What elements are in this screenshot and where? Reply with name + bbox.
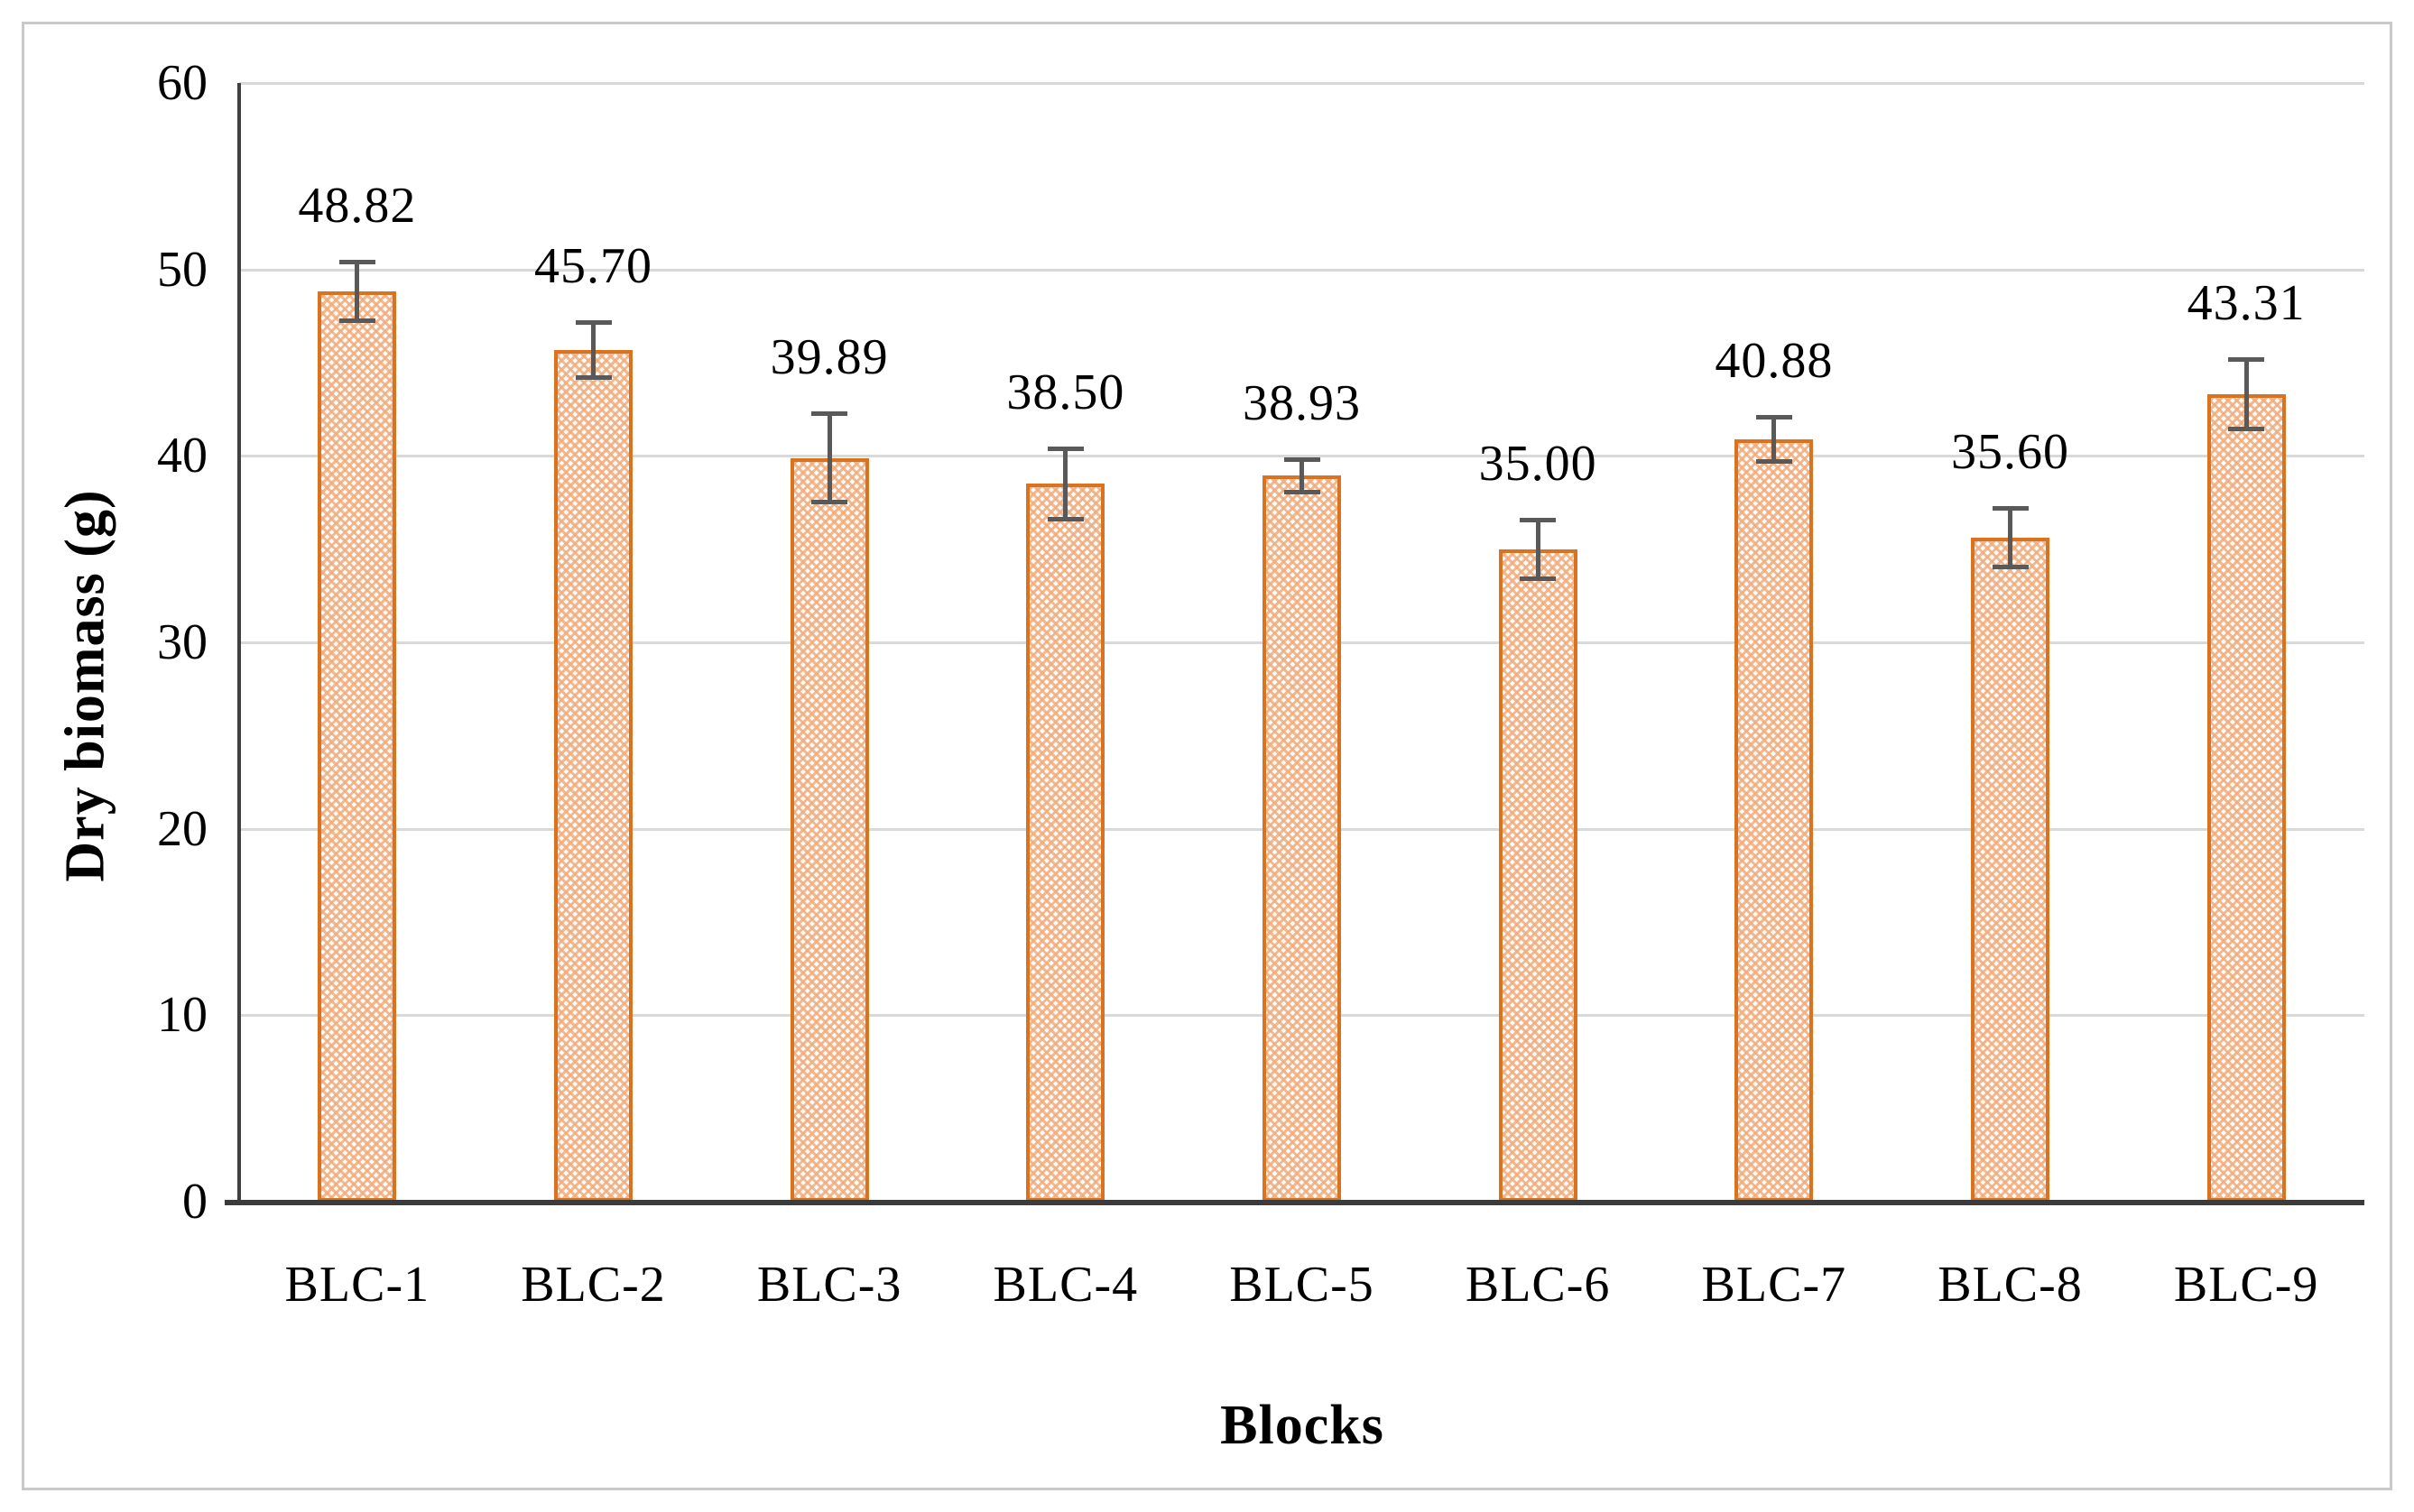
- x-tick-label-BLC-9: BLC-9: [2173, 1257, 2319, 1313]
- x-axis-title: Blocks: [1220, 1395, 1384, 1456]
- y-tick-label: 20: [157, 800, 208, 857]
- error-bar-cap-top: [1047, 447, 1084, 452]
- error-bar-cap-bottom: [1755, 458, 1792, 464]
- bar-BLC-4: [1026, 484, 1105, 1202]
- error-bar-line: [1299, 458, 1304, 493]
- value-label: 38.50: [1006, 364, 1125, 421]
- bar-BLC-6: [1498, 549, 1577, 1202]
- gridline-y40: [239, 455, 2364, 458]
- error-bar-cap-bottom: [575, 374, 612, 380]
- value-label: 45.70: [534, 237, 652, 294]
- y-tick-label: 60: [157, 55, 208, 111]
- x-tick-label-BLC-1: BLC-1: [284, 1257, 430, 1313]
- gridline-y60: [239, 82, 2364, 85]
- y-tick-label: 40: [157, 428, 208, 484]
- error-bar-cap-bottom: [811, 500, 848, 505]
- value-label: 35.00: [1478, 435, 1597, 492]
- error-bar-cap-top: [1520, 517, 1557, 522]
- error-bar-cap-top: [575, 319, 612, 325]
- error-bar-cap-bottom: [2228, 427, 2265, 432]
- error-bar-cap-bottom: [1047, 516, 1084, 521]
- bar-BLC-8: [1971, 538, 2049, 1202]
- x-tick-label-BLC-5: BLC-5: [1229, 1257, 1374, 1313]
- value-label: 39.89: [770, 329, 889, 385]
- x-tick-label-BLC-2: BLC-2: [521, 1257, 666, 1313]
- bar-BLC-7: [1734, 439, 1814, 1202]
- bar-BLC-5: [1262, 475, 1341, 1202]
- value-label: 38.93: [1243, 374, 1361, 431]
- error-bar-cap-top: [2228, 356, 2265, 362]
- value-label: 35.60: [1951, 424, 2069, 481]
- error-bar-cap-top: [1755, 415, 1792, 420]
- bar-BLC-2: [554, 349, 633, 1202]
- bar-BLC-9: [2206, 393, 2286, 1202]
- x-tick-label-BLC-6: BLC-6: [1465, 1257, 1611, 1313]
- error-bar-line: [591, 321, 596, 378]
- bar-BLC-1: [318, 291, 397, 1202]
- error-bar-line: [827, 413, 832, 503]
- error-bar-cap-bottom: [1283, 490, 1320, 495]
- error-bar-line: [355, 261, 360, 322]
- error-bar-cap-bottom: [338, 318, 375, 324]
- value-label: 43.31: [2187, 274, 2306, 331]
- error-bar-line: [1535, 519, 1540, 579]
- x-tick-label-BLC-3: BLC-3: [756, 1257, 902, 1313]
- y-tick-label: 10: [157, 987, 208, 1044]
- error-bar-line: [2008, 508, 2012, 568]
- error-bar-cap-bottom: [1992, 565, 2029, 570]
- x-axis-line: [225, 1200, 2364, 1205]
- y-axis-line: [237, 83, 241, 1202]
- y-axis-title: Dry biomass (g): [54, 489, 116, 882]
- error-bar-line: [1063, 448, 1068, 520]
- y-tick-label: 0: [182, 1174, 208, 1230]
- x-tick-label-BLC-4: BLC-4: [993, 1257, 1139, 1313]
- x-tick-label-BLC-8: BLC-8: [1938, 1257, 2083, 1313]
- x-tick-label-BLC-7: BLC-7: [1701, 1257, 1847, 1313]
- bar-BLC-3: [790, 457, 869, 1202]
- gridline-y50: [239, 268, 2364, 272]
- error-bar-cap-top: [338, 259, 375, 264]
- y-tick-label: 30: [157, 614, 208, 670]
- error-bar-cap-bottom: [1520, 576, 1557, 581]
- error-bar-cap-top: [1992, 506, 2029, 512]
- value-label: 40.88: [1715, 333, 1834, 390]
- error-bar-line: [1771, 417, 1777, 462]
- y-tick-label: 50: [157, 241, 208, 298]
- value-label: 48.82: [298, 177, 417, 234]
- error-bar-cap-top: [811, 411, 848, 416]
- error-bar-line: [2243, 358, 2249, 430]
- error-bar-cap-top: [1283, 456, 1320, 462]
